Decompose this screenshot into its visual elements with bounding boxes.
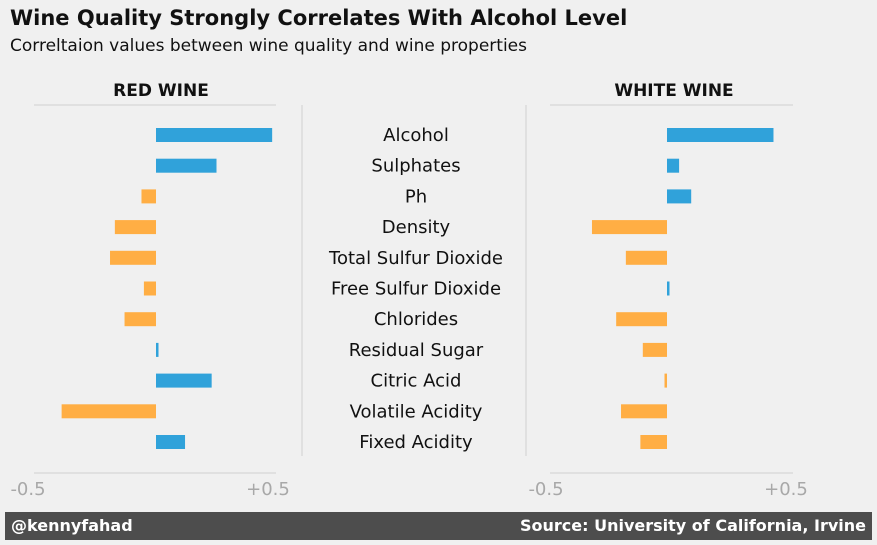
category-label: Ph [405, 186, 427, 207]
bar-white [616, 312, 667, 327]
bar-white [667, 189, 692, 204]
bar-white [664, 373, 667, 388]
category-label: Alcohol [383, 125, 449, 146]
category-label: Total Sulfur Dioxide [328, 248, 503, 269]
bar-white [640, 435, 667, 449]
bar-white [667, 281, 670, 296]
category-label: Volatile Acidity [350, 401, 483, 422]
category-label: Fixed Acidity [359, 432, 473, 453]
bar-red [141, 189, 156, 204]
bar-red [156, 342, 159, 357]
panel-title-red: RED WINE [113, 81, 209, 101]
bar-white [621, 404, 667, 419]
chart-title: Wine Quality Strongly Correlates With Al… [10, 6, 628, 30]
bar-red [143, 281, 156, 296]
category-label: Free Sulfur Dioxide [331, 279, 501, 300]
bar-red [156, 128, 273, 142]
bar-white [667, 158, 680, 173]
author-credit: @kennyfahad [11, 516, 133, 535]
bar-red [156, 373, 212, 388]
category-label: Residual Sugar [349, 340, 484, 361]
bar-white [625, 250, 667, 265]
chart-area: Alcohol Sulphates Ph Density Total Sulfur Di… [10, 81, 808, 500]
bar-white [642, 342, 667, 357]
x-tick-label: -0.5 [10, 479, 45, 500]
category-label: Citric Acid [371, 371, 462, 392]
x-tick-label: -0.5 [528, 479, 563, 500]
category-label: Chlorides [374, 309, 458, 330]
bar-red [110, 250, 156, 265]
bar-red [124, 312, 156, 327]
category-label: Sulphates [371, 156, 460, 177]
bar-white [667, 128, 774, 142]
chart-subtitle: Correltaion values between wine quality … [10, 36, 527, 56]
bar-white [591, 220, 667, 235]
panel-title-white: WHITE WINE [614, 81, 733, 101]
source-credit: Source: University of California, Irvine [520, 516, 866, 535]
x-tick-label: +0.5 [764, 479, 808, 500]
x-tick-label: +0.5 [246, 479, 290, 500]
category-label: Density [382, 217, 451, 238]
footer-bar: @kennyfahad Source: University of Califo… [5, 512, 872, 540]
bar-red [156, 435, 186, 449]
bar-red [156, 158, 217, 173]
bar-red [114, 220, 156, 235]
bar-red [61, 404, 157, 419]
